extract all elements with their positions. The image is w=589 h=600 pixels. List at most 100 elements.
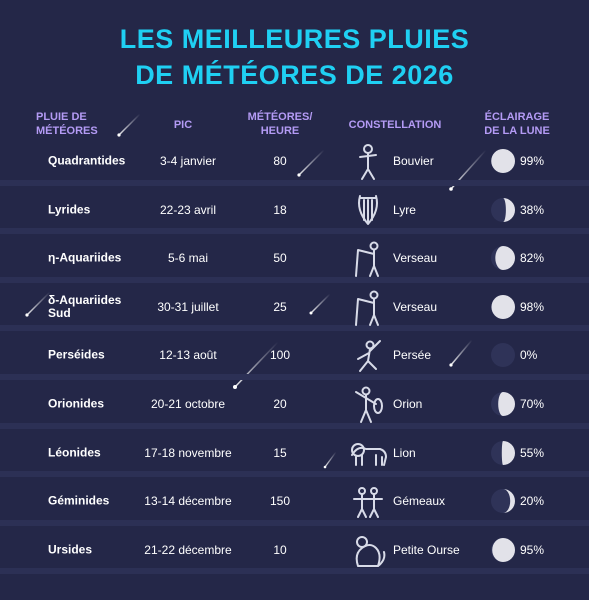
shower-name-line-1: Ursides (48, 542, 93, 557)
meteors-per-hour: 100 (269, 348, 291, 363)
meteor-streak-icon (25, 291, 51, 317)
table-row: δ-Aquariides Sud 30-31 juillet 25 Verseau 98% (0, 283, 589, 331)
title-line-2: DE MÉTÉORES DE 2026 (135, 60, 454, 90)
peak-date: 12-13 août (159, 348, 217, 363)
peak-date: 5-6 mai (167, 251, 208, 266)
moon-phase-icon (491, 197, 515, 222)
constellation-name: Lion (393, 445, 416, 460)
constellation-name: Gémeaux (393, 494, 446, 509)
title-line-1: LES MEILLEURES PLUIES (119, 24, 470, 54)
moon-phase-icon (491, 440, 515, 465)
shower-name: Orionides (48, 396, 105, 411)
lyre-figure-icon (358, 194, 378, 225)
moon-illumination: 38% (520, 202, 545, 217)
table-row: Perséides 12-13 août 100 Persée 0% (0, 331, 589, 379)
shower-name: Quadrantides (48, 153, 126, 168)
peak-date: 17-18 novembre (144, 445, 232, 460)
meteor-streak-icon (323, 451, 337, 469)
row-divider (0, 568, 589, 575)
shower-name: Léonides (48, 446, 101, 459)
shower-name-line-1: Perséides (48, 347, 105, 362)
table-row: Lyrides 22-23 avril 18 Lyre 38% (0, 186, 589, 234)
shower-name-line-1: Quadrantides (48, 153, 126, 168)
shower-name: Ursides (48, 543, 92, 556)
peak-date: 21-22 décembre (144, 542, 232, 557)
shower-name-line-2: Sud (48, 305, 71, 320)
header-constellation: CONSTELLATION (348, 119, 442, 131)
header-moon-line-1: ÉCLAIRAGE (484, 111, 550, 123)
constellation-name: Verseau (393, 251, 438, 266)
petite-ourse-figure-icon (355, 535, 386, 567)
peak-date: 20-21 octobre (150, 397, 226, 411)
moon-phase-icon (491, 537, 515, 562)
orion-figure-icon (355, 386, 383, 423)
row-divider (0, 422, 589, 429)
moon-phase-icon (491, 246, 515, 271)
meteor-streak-icon (309, 293, 331, 315)
meteors-per-hour: 20 (273, 397, 287, 411)
table-row: Ursides 21-22 décembre 10 Petite Ourse 95% (0, 526, 589, 574)
row-divider (0, 325, 589, 332)
table-row: Géminides 13-14 décembre 150 Gémeaux 20% (0, 477, 589, 525)
shower-name-line-1: Géminides (48, 493, 110, 508)
peak-date: 13-14 décembre (144, 494, 232, 509)
gemeaux-figure-icon (353, 487, 383, 519)
moon-phase-icon (491, 294, 515, 319)
moon-illumination: 98% (520, 299, 545, 314)
moon-illumination: 0% (520, 348, 538, 363)
header-shower: PLUIE DE MÉTÉORES (36, 110, 98, 138)
meteors-per-hour: 150 (269, 494, 291, 509)
row-divider (0, 471, 589, 478)
moon-illumination: 70% (520, 397, 545, 411)
shower-name-line-1: Léonides (48, 445, 101, 460)
shower-name-line-1: Orionides (48, 396, 105, 411)
moon-illumination: 95% (520, 542, 545, 557)
meteor-streak-icon (449, 339, 473, 367)
meteors-per-hour: 15 (273, 445, 287, 460)
moon-illumination: 82% (520, 251, 545, 266)
lion-figure-icon (351, 442, 387, 466)
shower-name: δ-Aquariides Sud (48, 292, 122, 320)
meteors-per-hour: 50 (273, 251, 287, 266)
constellation-name: Petite Ourse (393, 542, 460, 557)
table-row: Léonides 17-18 novembre 15 Lion 55% (0, 429, 589, 477)
shower-name-line-1: η-Aquariides (48, 250, 122, 265)
peak-date: 3-4 janvier (159, 154, 217, 168)
header-rate-line-1: MÉTÉORES/ (247, 111, 313, 123)
header-shower-line-2: MÉTÉORES (36, 125, 98, 137)
shower-name: Géminides (48, 493, 110, 508)
row-divider (0, 276, 589, 283)
constellation-name: Bouvier (393, 154, 434, 168)
row-divider (0, 374, 589, 380)
meteors-per-hour: 80 (273, 154, 287, 168)
constellation-name: Persée (393, 348, 432, 363)
moon-phase-icon (491, 343, 515, 368)
shower-name: η-Aquariides (48, 250, 122, 265)
meteors-per-hour: 25 (273, 299, 287, 314)
constellation-name: Verseau (393, 299, 438, 314)
meteor-streak-icon (297, 149, 325, 177)
header-peak: PIC (173, 119, 193, 131)
constellation-name: Lyre (393, 202, 416, 217)
moon-phase-icon (491, 149, 515, 173)
shower-name-line-1: δ-Aquariides (48, 292, 122, 307)
moon-phase-icon (491, 489, 515, 514)
verseau-figure-icon (355, 241, 379, 278)
header-shower-line-1: PLUIE DE (36, 111, 87, 123)
peak-date: 22-23 avril (159, 202, 217, 217)
header-rate: MÉTÉORES/ HEURE (240, 110, 320, 138)
moon-illumination: 20% (520, 494, 545, 509)
meteors-per-hour: 18 (273, 202, 287, 217)
shower-name: Lyrides (48, 203, 90, 216)
moon-phase-icon (491, 392, 515, 416)
persee-figure-icon (357, 340, 381, 373)
shower-name-line-1: Lyrides (48, 202, 91, 217)
peak-date: 30-31 juillet (157, 299, 219, 314)
verseau-figure-icon (355, 290, 379, 326)
row-divider (0, 519, 589, 526)
header-moon: ÉCLAIRAGE DE LA LUNE (474, 110, 560, 138)
moon-illumination: 55% (520, 445, 545, 460)
table-row: Orionides 20-21 octobre 20 Orion 70% (0, 380, 589, 428)
constellation-name: Orion (393, 397, 423, 411)
table-row: Quadrantides 3-4 janvier 80 Bouvier 99% (0, 137, 589, 185)
